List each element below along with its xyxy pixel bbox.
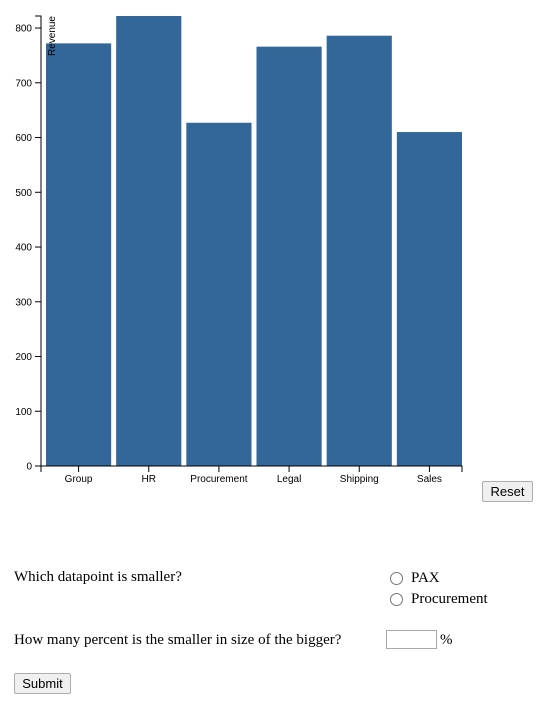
y-tick-label: 800 [15,24,32,35]
bar-shipping [326,35,392,466]
option-pax-label: PAX [411,570,440,586]
radio-procurement[interactable] [390,593,403,606]
bar-legal [256,46,322,467]
x-tick-label: HR [142,474,156,485]
question-percent: How many percent is the smaller in size … [14,632,342,648]
question-smaller-datapoint: Which datapoint is smaller? [14,569,182,585]
y-tick-label: 400 [15,243,32,254]
x-tick-label: Shipping [340,474,379,485]
submit-button[interactable]: Submit [14,673,71,694]
x-tick-label: Procurement [190,474,247,485]
x-tick-label: Sales [417,474,442,485]
y-tick-label: 700 [15,78,32,89]
y-tick-label: 100 [15,407,32,418]
y-tick-label: 300 [15,297,32,308]
option-pax[interactable]: PAX [390,570,440,587]
y-tick-label: 500 [15,188,32,199]
y-tick-label: 0 [26,462,32,473]
bar-sales [396,132,462,466]
option-procurement[interactable]: Procurement [390,591,488,608]
x-tick-label: Group [65,474,93,485]
x-axis-line [40,465,463,472]
percent-input[interactable] [386,630,437,649]
bar-procurement [186,122,252,466]
bar-group [46,43,112,467]
y-tick-label: 200 [15,352,32,363]
reset-button[interactable]: Reset [482,481,533,502]
radio-pax[interactable] [390,572,403,585]
y-axis-label: Revenue [47,16,58,56]
y-tick-label: 600 [15,133,32,144]
bar-hr [116,16,182,466]
bar-chart: 0 100 200 300 400 500 600 700 800 Group HR Procurem… [15,15,463,485]
x-tick-label: Legal [277,474,301,485]
percent-sign: % [440,632,453,648]
option-procurement-label: Procurement [411,591,488,607]
y-axis-line [35,15,42,467]
